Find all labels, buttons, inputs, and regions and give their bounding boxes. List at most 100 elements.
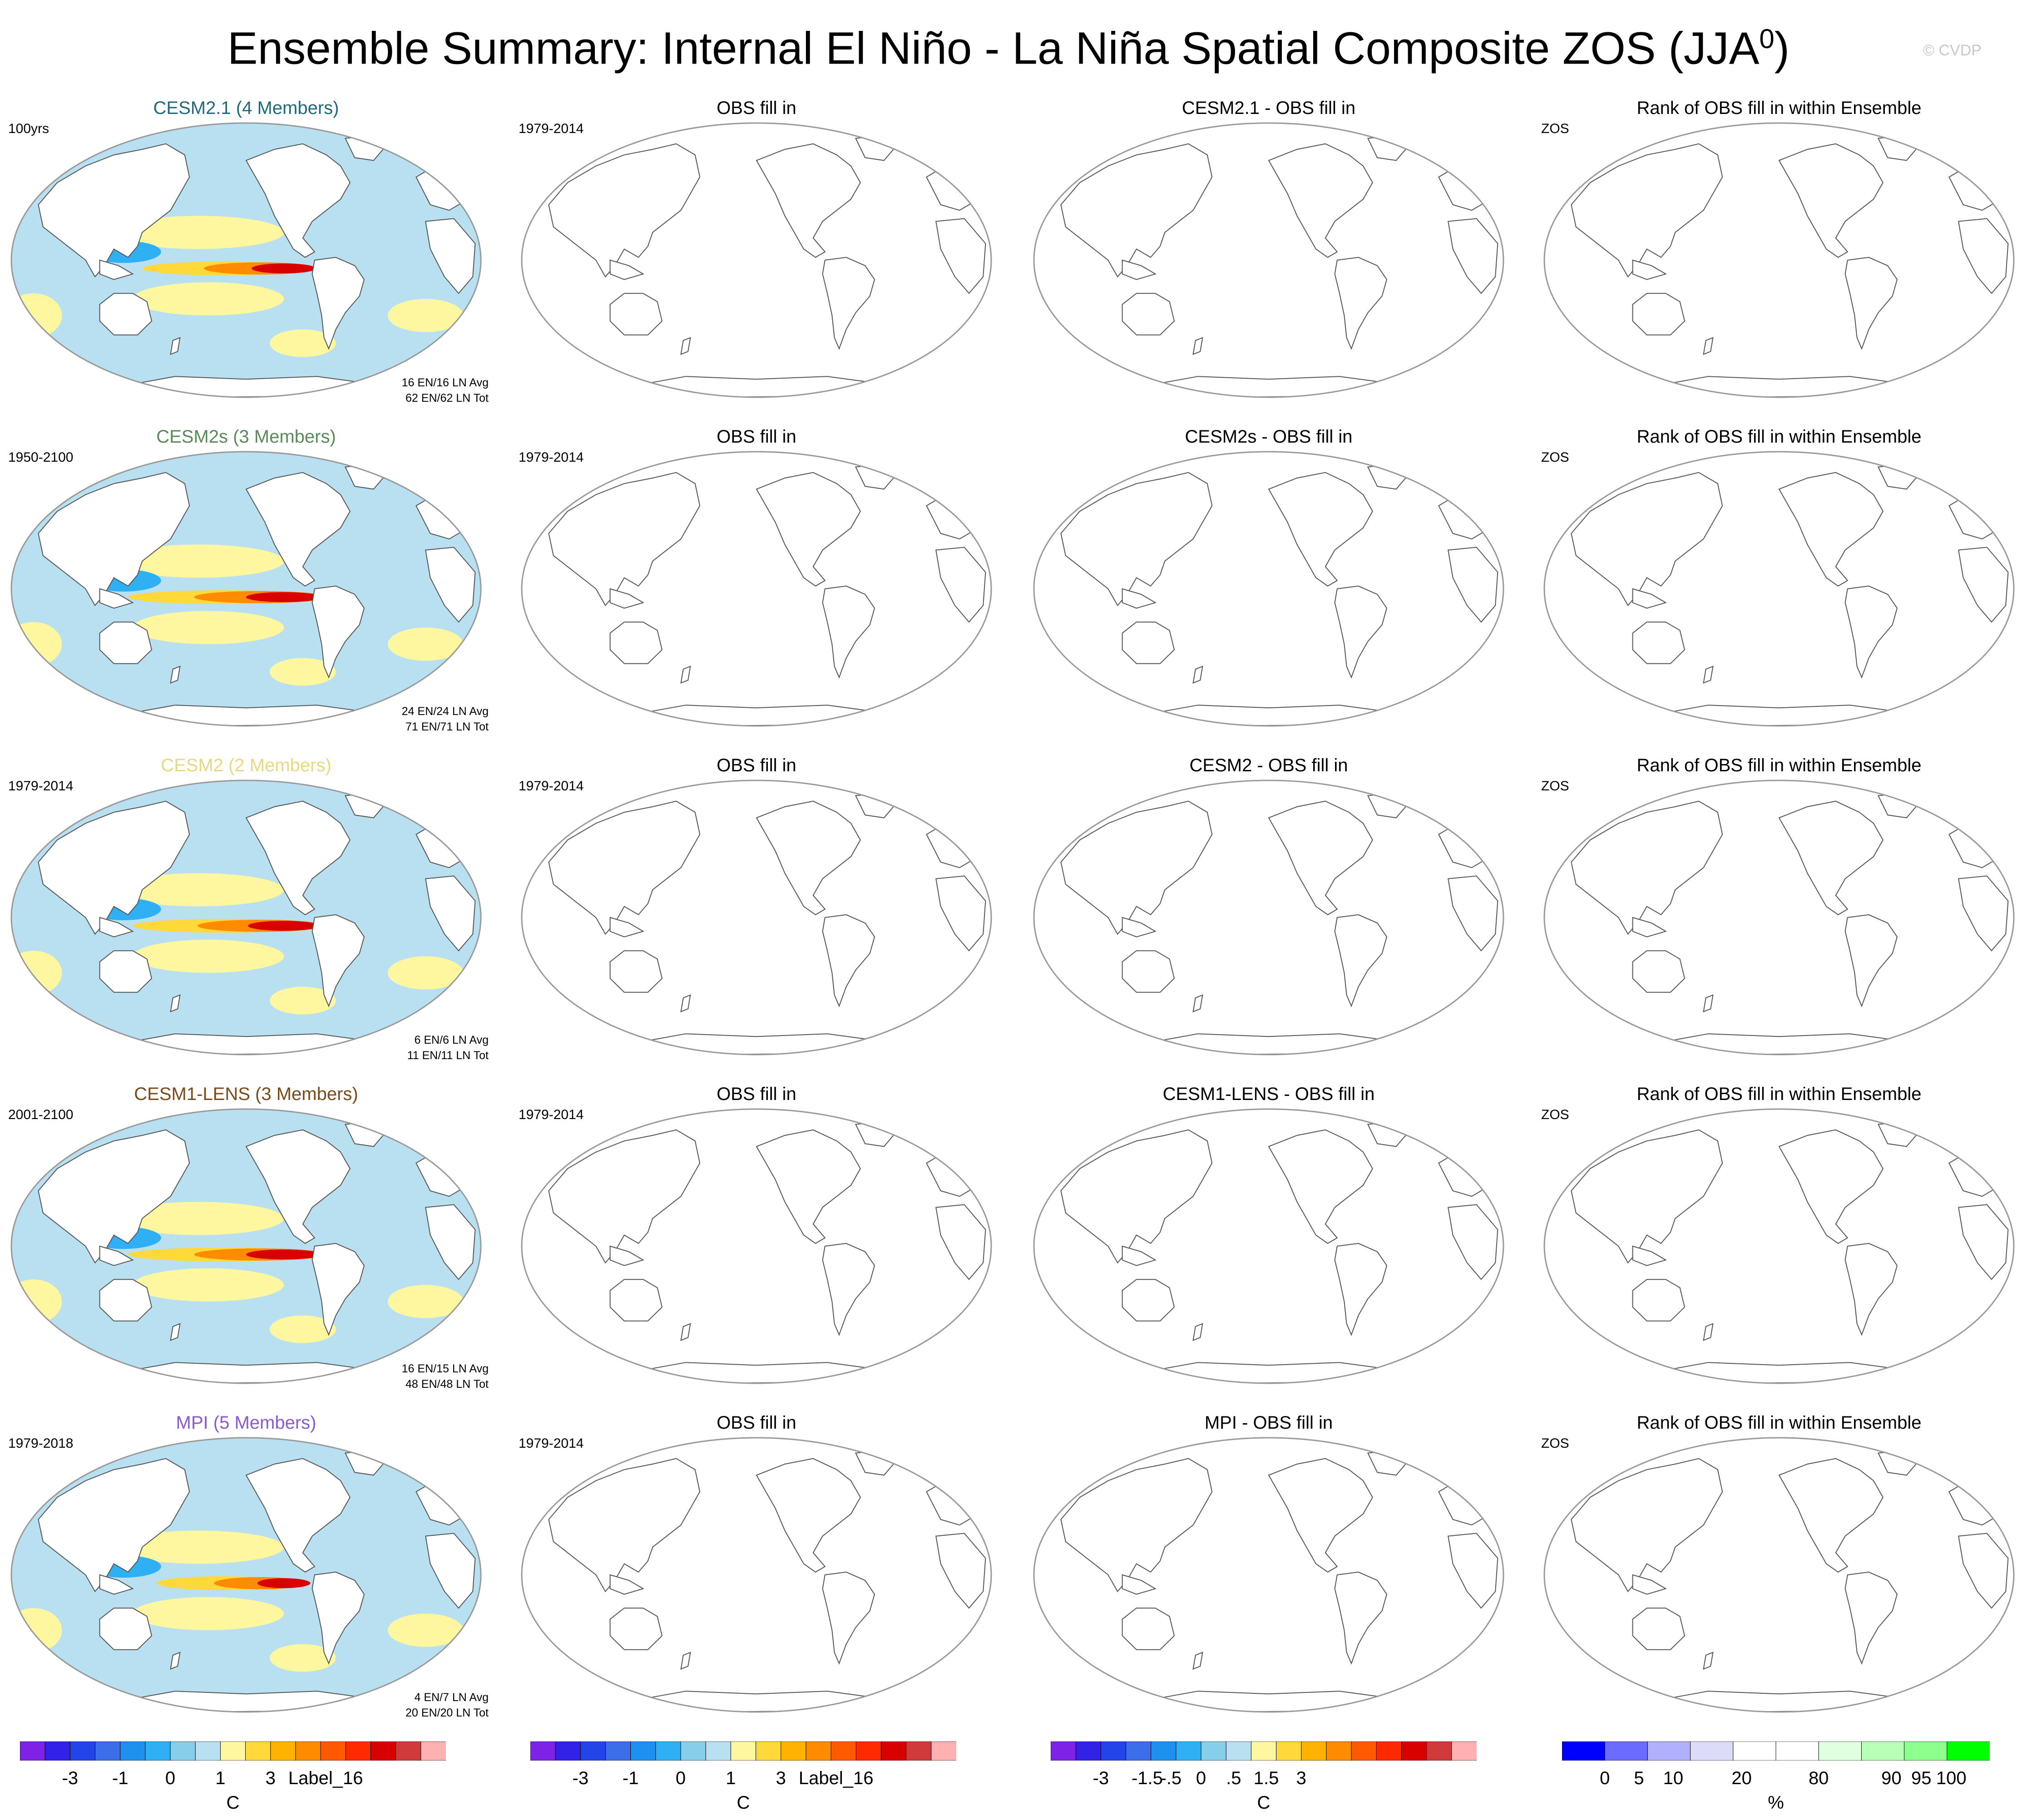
anomaly-region [388, 1613, 464, 1647]
land-africa [425, 1533, 476, 1609]
count-tot: 71 EN/71 LN Tot [405, 720, 489, 733]
anomaly-region [114, 1530, 284, 1564]
colorbar-tick-label: 0 [1196, 1768, 1206, 1788]
land-seAsia [609, 588, 644, 609]
map-2-2 [1033, 779, 1504, 1056]
land-southAmerica [1334, 914, 1388, 1007]
land-seAsia [1632, 259, 1667, 280]
colorbar-swatch [1351, 1741, 1377, 1761]
colorbar-tick-label: 0 [675, 1768, 686, 1788]
map-border [1033, 1108, 1504, 1384]
land-southAmerica [1844, 1243, 1898, 1336]
land-asia [548, 800, 701, 935]
colorbar [20, 1741, 446, 1761]
map-2-1 [521, 779, 992, 1056]
land-asia [1571, 800, 1723, 935]
land-seAsia [609, 259, 644, 280]
colorbar-unit: % [1768, 1793, 1784, 1813]
anomaly-region [252, 263, 316, 274]
land-southAmerica [1844, 1571, 1898, 1665]
land-australia [99, 621, 153, 664]
map-border [521, 122, 992, 398]
count-tot: 11 EN/11 LN Tot [407, 1049, 489, 1062]
land-africa [1448, 547, 1498, 623]
panel-title: CESM1-LENS - OBS fill in [1162, 1084, 1375, 1104]
land-southAmerica [1334, 256, 1388, 350]
land-nz [170, 1652, 181, 1670]
land-nz [680, 994, 691, 1012]
count-avg: 24 EN/24 LN Avg [401, 705, 489, 718]
colorbar [1562, 1741, 1990, 1761]
watermark: © CVDP [1923, 42, 1982, 59]
land-nz [170, 337, 181, 355]
colorbar-tick-label: 90 [1881, 1768, 1902, 1788]
colorbar-swatch [1451, 1741, 1477, 1761]
land-seAsia [1122, 1245, 1157, 1266]
land-asia [548, 1458, 701, 1593]
panel-period: 2001-2100 [8, 1107, 74, 1122]
colorbar-swatch [1401, 1741, 1427, 1761]
anomaly-region [388, 299, 464, 332]
count-tot: 48 EN/48 LN Tot [405, 1378, 489, 1391]
colorbar-swatch [756, 1741, 781, 1761]
colorbar-tick-label: 10 [1663, 1768, 1684, 1788]
land-nz [1192, 1652, 1203, 1670]
colorbar-tick-label: -.5 [1160, 1768, 1182, 1788]
map-1-0 [10, 451, 482, 727]
colorbar-tick-label: 1.5 [1253, 1768, 1279, 1788]
anomaly-region [133, 939, 284, 973]
land-nz [1703, 1652, 1714, 1670]
land-asia [1060, 472, 1213, 607]
map-0-0 [10, 122, 482, 398]
land-antarctica [1646, 376, 1912, 397]
land-southAmerica [822, 1243, 875, 1336]
colorbar-swatch [530, 1741, 556, 1761]
colorbar-swatch [395, 1741, 421, 1761]
panel-title: Rank of OBS fill in within Ensemble [1636, 427, 1922, 447]
land-northAmerica [1778, 472, 1884, 587]
land-nz [1192, 994, 1203, 1012]
land-antarctica [1136, 376, 1401, 397]
colorbar-unit: C [737, 1793, 750, 1813]
map-border [10, 451, 482, 727]
panel-period: 1979-2018 [8, 1436, 74, 1451]
colorbar-swatch [730, 1741, 756, 1761]
colorbar-swatch [1126, 1741, 1152, 1761]
colorbar-tick-label: 5 [1634, 1768, 1644, 1788]
land-asia [1571, 143, 1723, 278]
land-australia [1122, 1279, 1175, 1322]
land-seAsia [1122, 1574, 1157, 1595]
colorbar-swatch [145, 1741, 171, 1761]
colorbar-swatch [931, 1741, 956, 1761]
panel-title: CESM1-LENS (3 Members) [134, 1084, 358, 1104]
colorbar-swatch [655, 1741, 682, 1761]
land-nz [1703, 1323, 1714, 1341]
colorbar-swatch [1690, 1741, 1734, 1761]
land-northAmerica [245, 1458, 351, 1573]
land-australia [1122, 293, 1175, 335]
land-asia [1571, 1458, 1723, 1593]
colorbar-tick-label: 20 [1731, 1768, 1752, 1788]
land-africa [1448, 218, 1498, 294]
colorbar-swatch [1276, 1741, 1302, 1761]
map-border [521, 779, 992, 1056]
land-africa [1958, 1204, 2009, 1280]
land-asia [38, 800, 190, 935]
land-nz [170, 994, 181, 1012]
panel-title: OBS fill in [717, 98, 796, 118]
colorbar-tick-label: .5 [1226, 1768, 1241, 1788]
count-tot: 62 EN/62 LN Tot [405, 392, 489, 404]
map-border [521, 451, 992, 727]
land-southAmerica [1844, 256, 1898, 350]
colorbar-swatch [245, 1741, 271, 1761]
count-avg: 6 EN/6 LN Avg [414, 1034, 489, 1046]
colorbar-swatch [1733, 1741, 1776, 1761]
land-asia [548, 472, 701, 607]
land-australia [609, 621, 663, 664]
land-southAmerica [822, 914, 875, 1007]
map-2-3 [1543, 779, 2015, 1056]
land-australia [609, 1608, 663, 1650]
land-asia [1060, 1458, 1213, 1593]
colorbar-tick-label: -3 [62, 1768, 79, 1788]
map-1-3 [1543, 451, 2015, 727]
